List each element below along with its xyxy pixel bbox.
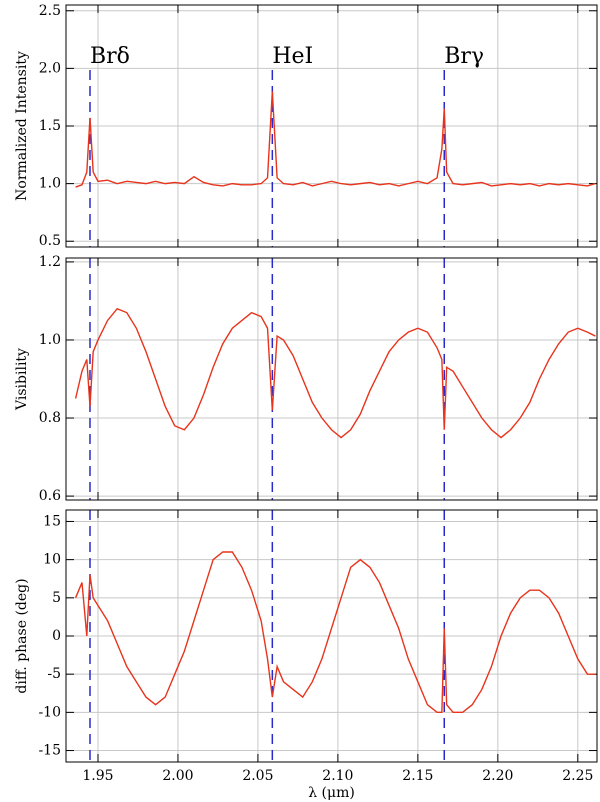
data-line	[75, 91, 596, 188]
x-axis-label: λ (μm)	[308, 785, 355, 801]
y-axis-label: Visibility	[14, 348, 30, 411]
y-tick-label: 2.5	[39, 3, 61, 19]
plot-frame	[65, 4, 598, 248]
x-tick-label: 2.05	[242, 768, 273, 784]
y-tick-label: -5	[47, 666, 61, 682]
y-tick-label: 1.0	[39, 176, 61, 192]
x-tick-label: 2.00	[162, 768, 193, 784]
data-line	[74, 551, 596, 714]
x-tick-label: 1.95	[82, 768, 113, 784]
y-tick-label: 10	[43, 552, 61, 568]
annotation: Brδ	[90, 44, 130, 69]
x-tick-label: 2.15	[402, 768, 433, 784]
y-tick-label: 1.0	[39, 332, 61, 348]
x-tick-label: 2.20	[482, 768, 513, 784]
y-tick-label: 2.0	[39, 60, 61, 76]
y-axis-label: Normalized Intensity	[14, 51, 30, 201]
y-tick-label: 5	[52, 590, 61, 606]
y-tick-label: 0.8	[39, 410, 61, 426]
plot-frame	[65, 257, 598, 501]
y-axis-label: diff. phase (deg)	[14, 578, 30, 693]
y-tick-label: -10	[38, 704, 61, 720]
y-tick-label: 1.5	[39, 118, 61, 134]
y-tick-label: 0.5	[39, 233, 61, 249]
data-line	[74, 307, 596, 439]
y-tick-label: 0	[52, 628, 61, 644]
annotation: HeI	[272, 44, 313, 69]
annotation: Brγ	[444, 44, 484, 69]
y-tick-label: 0.6	[39, 488, 61, 504]
y-tick-label: 15	[43, 513, 61, 529]
plot-frame	[65, 509, 598, 763]
y-tick-label: -15	[38, 743, 61, 759]
y-tick-label: 1.2	[39, 254, 61, 270]
x-tick-label: 2.10	[322, 768, 353, 784]
x-tick-label: 2.25	[562, 768, 593, 784]
